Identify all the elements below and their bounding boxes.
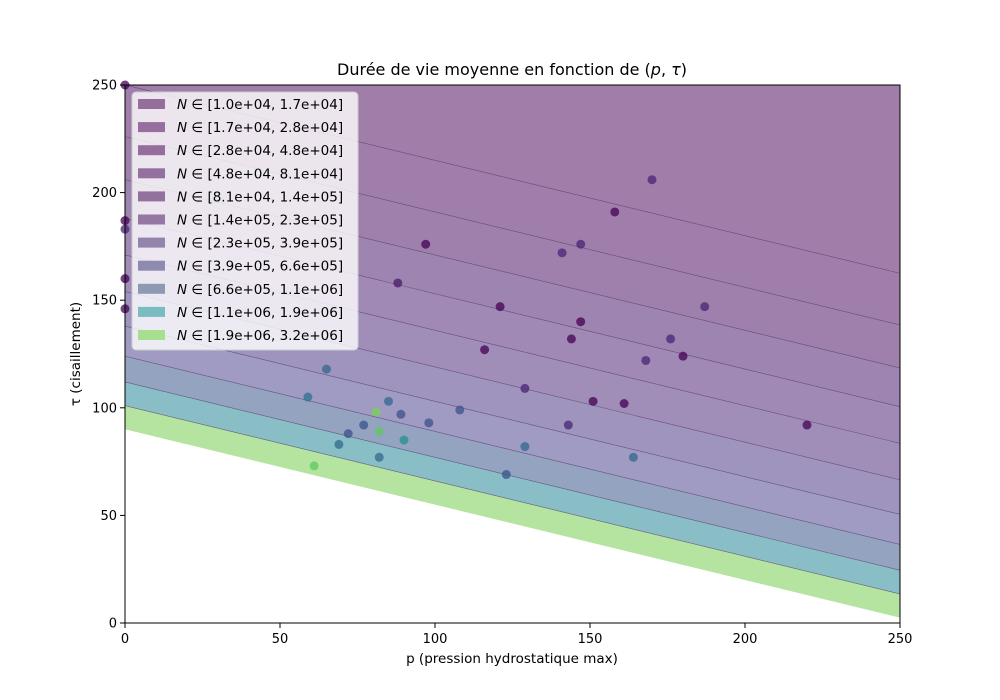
legend-label: N ∈ [1.9e+06, 3.2e+06] xyxy=(177,328,343,344)
data-point xyxy=(396,409,406,419)
data-point xyxy=(424,418,434,428)
x-axis-ticks: 0 50 100 150 200 250 xyxy=(121,623,913,647)
data-point xyxy=(495,302,505,312)
data-point xyxy=(359,420,369,430)
data-point xyxy=(455,405,465,415)
legend-swatch xyxy=(138,168,165,179)
y-tick-label: 100 xyxy=(92,401,117,416)
y-tick-label: 250 xyxy=(92,79,117,94)
legend-label: N ∈ [2.8e+04, 4.8e+04] xyxy=(177,143,343,159)
data-point xyxy=(371,407,381,417)
chart-title: Durée de vie moyenne en fonction de (p, … xyxy=(337,60,687,79)
y-tick-label: 200 xyxy=(92,186,117,201)
data-point xyxy=(557,248,567,258)
y-axis-ticks: 0 50 100 150 200 250 xyxy=(92,79,125,632)
legend-swatch xyxy=(138,122,165,133)
legend-label: N ∈ [1.0e+04, 1.7e+04] xyxy=(177,97,343,113)
contour-band xyxy=(125,381,900,594)
data-point xyxy=(666,334,676,344)
data-point xyxy=(322,364,331,374)
legend-swatch xyxy=(138,330,165,340)
legend-label: N ∈ [2.3e+05, 3.9e+05] xyxy=(177,236,343,252)
data-point xyxy=(563,420,573,430)
data-point xyxy=(588,396,598,406)
data-point xyxy=(619,398,629,408)
data-point xyxy=(399,435,409,445)
contour-line xyxy=(125,355,900,545)
legend-swatch xyxy=(138,260,165,271)
legend: N ∈ [1.0e+04, 1.7e+04] N ∈ [1.7e+04, 2.8e… xyxy=(131,91,359,351)
legend-swatch xyxy=(138,145,165,156)
x-tick-label: 200 xyxy=(733,632,758,647)
plot-frame xyxy=(124,84,901,624)
x-tick-label: 250 xyxy=(888,632,913,647)
data-point xyxy=(303,392,313,402)
data-point xyxy=(610,207,620,217)
data-point xyxy=(343,429,353,439)
data-point xyxy=(628,452,638,462)
data-point xyxy=(501,470,511,480)
data-point xyxy=(384,396,393,406)
contour-band xyxy=(125,356,900,571)
contour-band xyxy=(125,326,900,545)
data-point xyxy=(566,334,576,344)
contour-band xyxy=(125,405,900,618)
data-point xyxy=(520,442,530,452)
x-axis-label: p (pression hydrostatique max) xyxy=(406,651,618,667)
x-tick-label: 150 xyxy=(578,632,603,647)
legend-swatch xyxy=(138,99,165,109)
legend-swatch xyxy=(138,306,165,317)
x-tick-label: 50 xyxy=(272,632,289,647)
data-point xyxy=(576,239,586,249)
legend-swatch xyxy=(138,283,165,294)
data-point xyxy=(374,452,384,462)
legend-label: N ∈ [8.1e+04, 1.4e+05] xyxy=(177,189,343,205)
data-point xyxy=(802,420,812,430)
y-tick-label: 0 xyxy=(109,617,117,632)
legend-label: N ∈ [1.7e+04, 2.8e+04] xyxy=(177,120,343,136)
legend-label: N ∈ [3.9e+05, 6.6e+05] xyxy=(177,259,343,275)
legend-swatch xyxy=(138,214,165,225)
data-point xyxy=(647,175,657,185)
y-tick-label: 150 xyxy=(92,294,117,309)
data-point xyxy=(700,302,710,312)
data-point xyxy=(480,345,490,355)
legend-box xyxy=(131,91,359,351)
data-point xyxy=(374,426,384,436)
legend-label: N ∈ [1.1e+06, 1.9e+06] xyxy=(177,305,343,321)
contour-line xyxy=(125,405,900,595)
data-point xyxy=(576,317,586,327)
legend-label: N ∈ [4.8e+04, 8.1e+04] xyxy=(177,166,343,182)
legend-swatch xyxy=(138,237,165,248)
x-tick-label: 100 xyxy=(423,632,448,647)
data-point xyxy=(520,383,530,393)
legend-swatch xyxy=(138,191,165,202)
data-point xyxy=(641,355,651,365)
x-tick-label: 0 xyxy=(121,632,129,647)
data-point xyxy=(678,351,688,361)
data-point xyxy=(393,278,403,288)
data-point xyxy=(334,439,344,449)
contour-line xyxy=(125,325,900,515)
y-axis-label: τ (cisaillement) xyxy=(68,302,84,406)
legend-label: N ∈ [6.6e+05, 1.1e+06] xyxy=(177,282,343,298)
y-tick-label: 50 xyxy=(100,509,117,524)
data-point xyxy=(421,239,431,249)
contour-line xyxy=(125,381,900,571)
data-point xyxy=(309,461,319,471)
scatter-points xyxy=(120,80,812,480)
legend-label: N ∈ [1.4e+05, 2.3e+05] xyxy=(177,213,343,229)
